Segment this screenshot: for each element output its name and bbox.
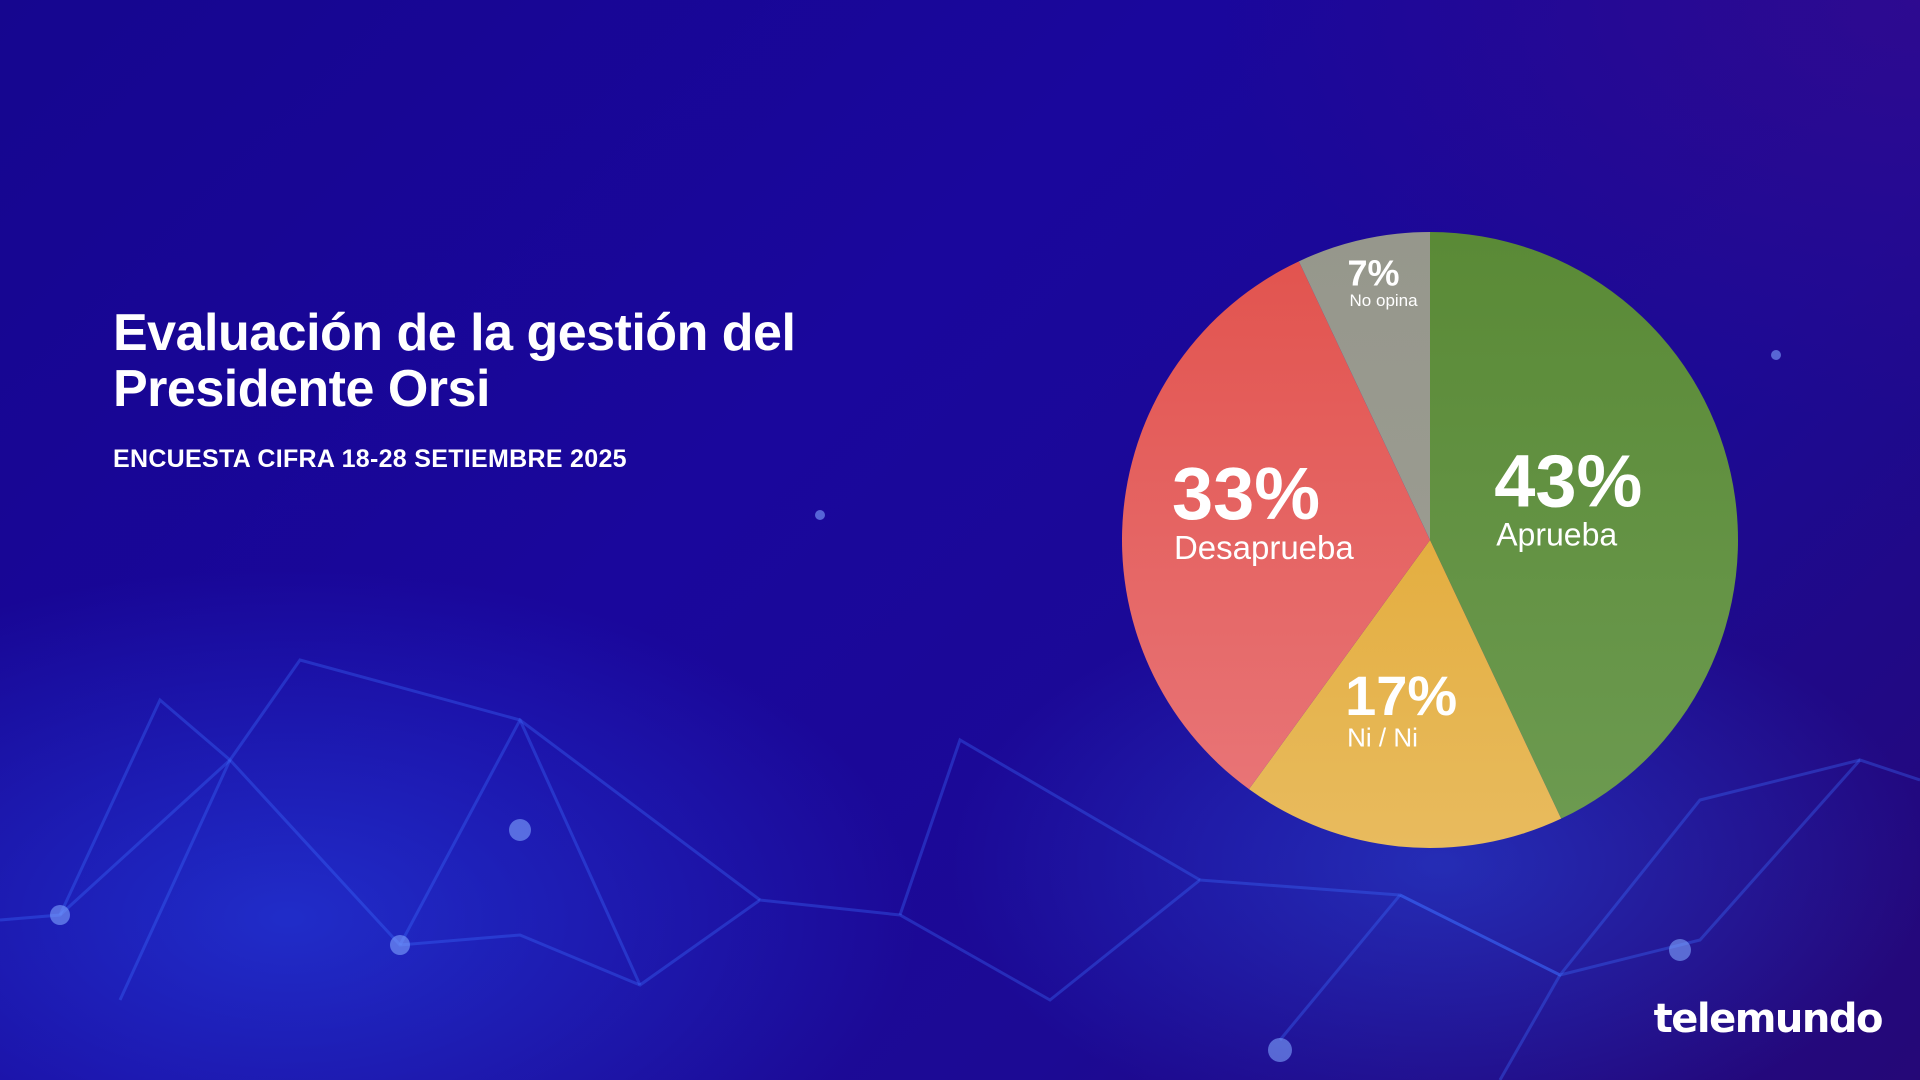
- title-block: Evaluación de la gestión del Presidente …: [113, 305, 873, 474]
- pie-slice-desaprueba: [1122, 261, 1430, 790]
- telemundo-logo: telemundo: [1653, 996, 1884, 1042]
- pie-slice-aprueba: [1430, 232, 1738, 819]
- slice-value-aprueba: 43%: [1494, 440, 1642, 523]
- pie-slice-no-opina: [1298, 232, 1430, 540]
- chart-title: Evaluación de la gestión del Presidente …: [113, 304, 796, 418]
- pie-chart: 43%Aprueba 17%Ni / Ni 33%Desaprueba 7%No op…: [1122, 232, 1738, 848]
- pie-slice-ni-ni: [1248, 540, 1562, 848]
- slice-name-ni-ni: Ni / Ni: [1347, 722, 1418, 752]
- slice-label-ni-ni: 17%Ni / Ni: [1345, 664, 1457, 752]
- pie-labels: 43%Aprueba 17%Ni / Ni 33%Desaprueba 7%No op…: [1172, 253, 1642, 753]
- slice-value-no-opina: 7%: [1348, 253, 1400, 294]
- slice-value-ni-ni: 17%: [1345, 664, 1457, 727]
- slice-label-desaprueba: 33%Desaprueba: [1172, 452, 1354, 566]
- slice-name-no-opina: No opina: [1350, 291, 1419, 310]
- slice-value-desaprueba: 33%: [1172, 452, 1320, 535]
- pie-slices: [1122, 232, 1738, 848]
- chart-subtitle: ENCUESTA CIFRA 18-28 SETIEMBRE 2025: [113, 445, 627, 473]
- slice-name-aprueba: Aprueba: [1496, 517, 1617, 553]
- slice-label-aprueba: 43%Aprueba: [1494, 440, 1642, 553]
- slice-name-desaprueba: Desaprueba: [1174, 529, 1354, 566]
- slice-label-no-opina: 7%No opina: [1348, 253, 1419, 311]
